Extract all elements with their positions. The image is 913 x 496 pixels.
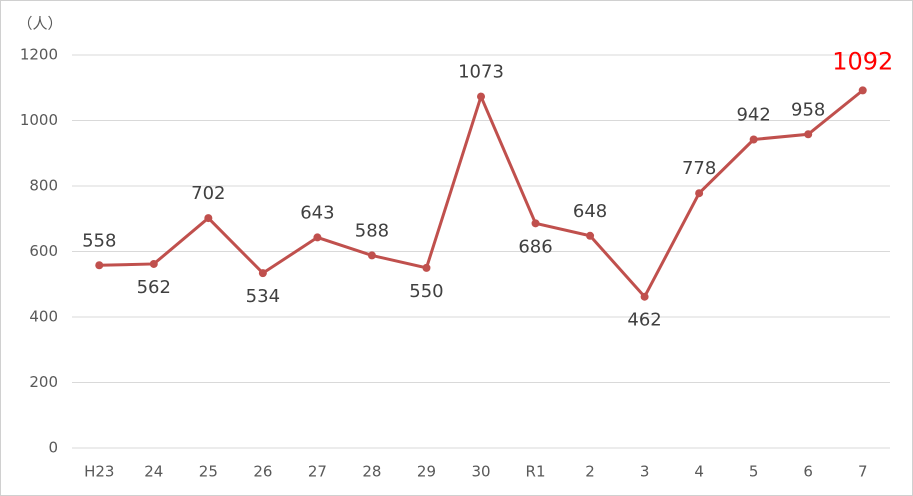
y-unit: （人）: [17, 15, 62, 33]
point: [422, 263, 431, 272]
point: [313, 233, 322, 242]
x-tick-label: 30: [471, 463, 490, 481]
x-tick-label: 24: [144, 463, 163, 481]
x-tick-label: 25: [199, 463, 218, 481]
y-tick-label: 400: [29, 308, 58, 326]
x-tick-label: 27: [308, 463, 327, 481]
x-tick-label: 2: [585, 463, 595, 481]
y-tick-label: 1000: [20, 111, 58, 129]
data-label: 686: [518, 236, 552, 257]
point: [149, 259, 158, 268]
point: [695, 189, 704, 198]
data-label: 588: [355, 220, 389, 241]
data-label: 462: [627, 310, 661, 331]
y-tick-label: 1200: [20, 46, 58, 64]
data-label: 702: [191, 183, 225, 204]
x-tick-label: R1: [526, 463, 546, 481]
x-tick-label: 28: [362, 463, 381, 481]
x-tick-label: H23: [84, 463, 114, 481]
x-tick-label: 3: [640, 463, 650, 481]
data-label: 778: [682, 158, 716, 179]
point: [258, 269, 267, 278]
x-tick-label: 7: [858, 463, 868, 481]
point: [477, 92, 485, 101]
data-label: 534: [246, 286, 280, 307]
data-label: 562: [137, 277, 171, 298]
point: [204, 214, 213, 223]
data-label: 1073: [458, 62, 504, 83]
point: [804, 130, 813, 139]
data-label: 550: [409, 281, 443, 302]
x-tick-label: 26: [253, 463, 272, 481]
data-label: 942: [736, 104, 770, 125]
data-label: 643: [300, 202, 334, 223]
y-tick-label: 600: [29, 242, 58, 260]
point: [531, 219, 540, 228]
data-label: 958: [791, 99, 825, 120]
data-label: 648: [573, 201, 607, 222]
data-label: 1092: [832, 47, 893, 75]
x-tick-label: 4: [694, 463, 704, 481]
y-tick-label: 200: [29, 373, 58, 391]
point: [858, 86, 867, 95]
x-tick-label: 29: [417, 463, 436, 481]
point: [586, 231, 595, 240]
y-tick-label: 0: [48, 439, 58, 457]
point: [95, 261, 104, 270]
data-label: 558: [82, 230, 116, 251]
x-tick-label: 5: [749, 463, 759, 481]
point: [749, 135, 758, 144]
point: [367, 251, 376, 260]
y-tick-label: 800: [29, 177, 58, 195]
point: [640, 292, 649, 301]
x-tick-label: 6: [803, 463, 813, 481]
